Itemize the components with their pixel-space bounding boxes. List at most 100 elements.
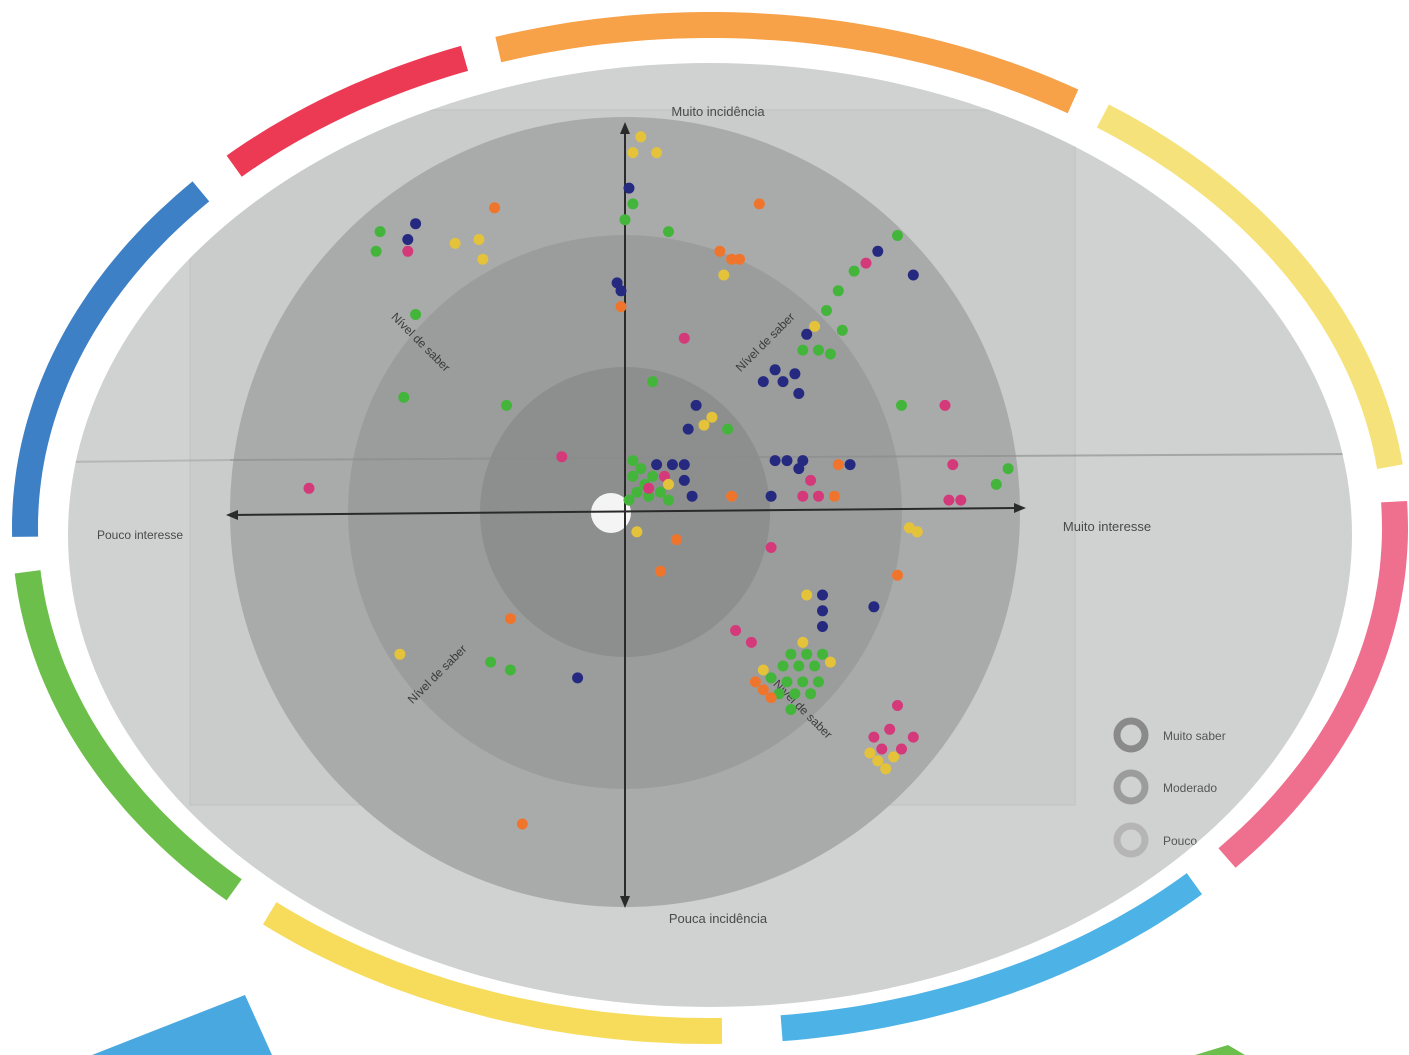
point-pink xyxy=(797,490,809,502)
point-navy xyxy=(666,459,678,471)
point-yellow xyxy=(757,664,769,676)
point-orange xyxy=(828,490,840,502)
point-yellow xyxy=(477,253,489,265)
legend-label-1: Muito saber xyxy=(1163,729,1226,743)
legend-ring-2 xyxy=(1113,769,1149,805)
point-yellow xyxy=(627,147,639,159)
point-green xyxy=(647,376,659,388)
point-green xyxy=(501,399,512,411)
point-pink xyxy=(955,494,967,506)
point-orange xyxy=(726,490,738,502)
point-green xyxy=(990,478,1002,490)
point-yellow xyxy=(880,763,892,775)
point-navy xyxy=(410,218,422,230)
point-green xyxy=(824,348,836,360)
frame-segment-red xyxy=(226,45,469,177)
point-green xyxy=(627,470,639,482)
point-pink xyxy=(947,459,959,471)
point-green xyxy=(647,470,659,482)
point-pink xyxy=(943,494,955,506)
point-navy xyxy=(615,285,627,297)
point-navy xyxy=(572,672,584,684)
point-yellow xyxy=(888,751,900,763)
label-left: Pouco interesse xyxy=(97,528,183,542)
point-navy xyxy=(769,455,781,467)
point-navy xyxy=(769,364,781,376)
point-green xyxy=(797,344,809,356)
point-navy xyxy=(793,463,805,475)
point-pink xyxy=(813,490,824,502)
point-orange xyxy=(516,818,528,830)
legend-ring-1 xyxy=(1113,717,1149,753)
point-navy xyxy=(789,368,801,380)
point-yellow xyxy=(797,636,809,648)
point-green xyxy=(848,265,860,277)
point-green xyxy=(813,676,824,688)
point-pink xyxy=(860,257,872,269)
point-orange xyxy=(753,198,765,210)
point-pink xyxy=(896,743,907,755)
point-green xyxy=(777,660,789,672)
point-green xyxy=(722,423,734,435)
decorative-blue-shape xyxy=(92,995,272,1055)
point-orange xyxy=(832,459,844,471)
point-green xyxy=(663,494,674,506)
frame-segment-green xyxy=(14,570,242,901)
point-green xyxy=(485,656,497,668)
point-yellow xyxy=(698,419,710,431)
point-yellow xyxy=(864,747,876,759)
frame-segment-pink xyxy=(1218,501,1409,868)
point-pink xyxy=(402,245,414,257)
x-axis xyxy=(231,507,1021,516)
point-orange xyxy=(892,569,903,581)
legend-label-3: Pouco xyxy=(1163,834,1197,848)
point-navy xyxy=(678,459,690,471)
point-green xyxy=(627,198,639,210)
legend-label-2: Moderado xyxy=(1163,781,1217,795)
label-right: Muito interesse xyxy=(1063,519,1151,534)
point-navy xyxy=(686,490,698,502)
point-green xyxy=(805,688,817,700)
frame-segment-sky-blue xyxy=(780,873,1203,1042)
point-yellow xyxy=(651,147,663,159)
point-orange xyxy=(670,534,682,546)
point-navy xyxy=(623,182,635,194)
point-green xyxy=(813,344,824,356)
point-green xyxy=(627,455,639,467)
point-orange xyxy=(734,253,745,265)
point-orange xyxy=(655,565,666,577)
point-green xyxy=(836,324,848,336)
point-orange xyxy=(714,245,726,257)
point-pink xyxy=(556,451,568,463)
point-orange xyxy=(726,253,738,265)
point-pink xyxy=(876,743,888,755)
point-yellow xyxy=(663,478,674,490)
point-navy xyxy=(793,388,805,399)
point-green xyxy=(623,494,635,506)
point-green xyxy=(797,676,809,688)
point-pink xyxy=(730,625,742,636)
point-navy xyxy=(678,474,690,486)
point-green xyxy=(821,305,832,316)
colored-frame-ring xyxy=(11,12,1409,1045)
point-navy xyxy=(817,605,828,617)
point-yellow xyxy=(801,589,813,601)
point-green xyxy=(785,704,797,715)
point-yellow xyxy=(718,269,730,281)
frame-segment-orange xyxy=(495,12,1079,114)
point-yellow xyxy=(635,131,647,143)
point-orange xyxy=(749,676,761,688)
point-pink xyxy=(868,731,880,743)
point-pink xyxy=(939,399,951,411)
point-navy xyxy=(690,399,702,411)
point-navy xyxy=(781,455,793,467)
point-navy xyxy=(872,245,884,257)
point-green xyxy=(643,490,655,502)
point-yellow xyxy=(872,755,884,767)
frame-segment-blue xyxy=(11,181,210,537)
center-spot xyxy=(591,493,631,533)
point-orange xyxy=(765,692,777,704)
point-yellow xyxy=(706,411,718,423)
point-green xyxy=(410,309,422,320)
